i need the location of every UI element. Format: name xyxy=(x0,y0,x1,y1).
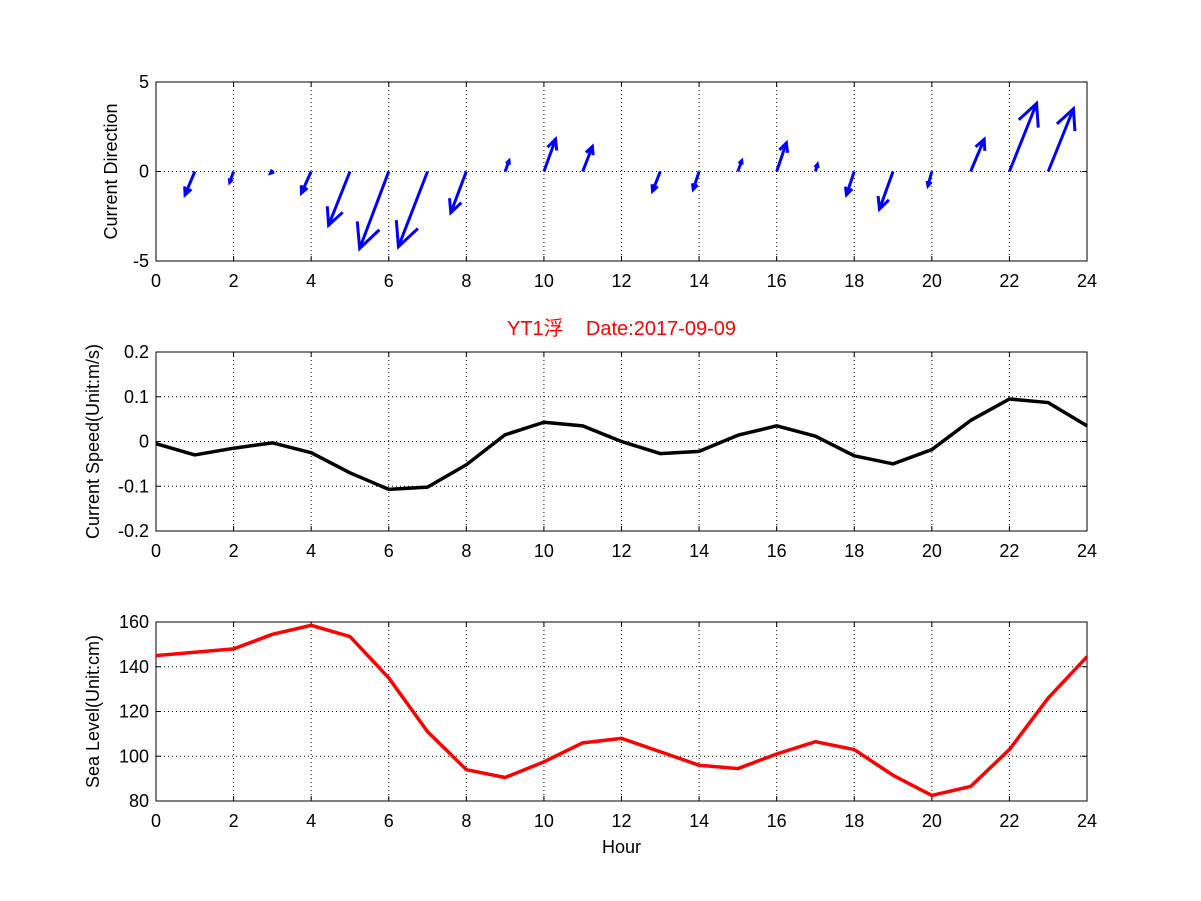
y-axis-label: Current Direction xyxy=(101,103,121,239)
current-vector-arrow xyxy=(267,169,275,176)
x-tick-label: 6 xyxy=(384,271,394,291)
x-tick-label: 16 xyxy=(767,271,787,291)
current-vector-arrow xyxy=(227,170,235,186)
x-tick-label: 6 xyxy=(384,811,394,831)
y-tick-label: 0 xyxy=(139,432,149,452)
current-vector-arrow xyxy=(925,171,934,190)
x-tick-label: 0 xyxy=(151,271,161,291)
x-tick-label: 12 xyxy=(611,541,631,561)
x-tick-label: 12 xyxy=(611,811,631,831)
series-line xyxy=(155,397,1088,492)
y-tick-label: 80 xyxy=(129,791,149,811)
current-vector-arrow xyxy=(690,171,701,193)
x-tick-label: 18 xyxy=(844,271,864,291)
current-speed-panel: 0 2 4 6 8 10 12 14 16 18 20 22 24-0.2-0.100.10.2Curr… xyxy=(83,317,1097,561)
x-tick-label: 2 xyxy=(229,271,239,291)
x-tick-label: 24 xyxy=(1077,271,1097,291)
x-tick-label: 10 xyxy=(534,271,554,291)
x-tick-label: 10 xyxy=(534,811,554,831)
y-axis-label: Current Speed(Unit:m/s) xyxy=(83,344,103,539)
x-tick-label: 8 xyxy=(461,271,471,291)
x-axis-label: Hour xyxy=(602,837,641,857)
current-vector-arrow xyxy=(299,170,313,197)
x-tick-label: 14 xyxy=(689,811,709,831)
x-tick-label: 4 xyxy=(306,541,316,561)
current-vector-arrow xyxy=(650,170,662,195)
current-vector-arrow xyxy=(969,136,987,173)
current-vector-arrow xyxy=(775,139,790,172)
x-tick-label: 0 xyxy=(151,811,161,831)
x-tick-label: 24 xyxy=(1077,541,1097,561)
y-tick-label: 0.2 xyxy=(124,342,149,362)
current-vector-arrow xyxy=(503,157,511,173)
x-tick-label: 4 xyxy=(306,271,316,291)
x-tick-label: 6 xyxy=(384,541,394,561)
current-vector-arrow xyxy=(813,161,820,172)
x-tick-label: 4 xyxy=(306,811,316,831)
current-vector-arrow xyxy=(183,170,197,198)
x-tick-label: 12 xyxy=(611,271,631,291)
current-vector-arrow xyxy=(355,170,391,252)
current-vector-arrow xyxy=(448,170,468,216)
x-tick-label: 2 xyxy=(229,811,239,831)
x-tick-label: 22 xyxy=(999,541,1019,561)
y-tick-label: -5 xyxy=(133,251,149,271)
x-tick-label: 0 xyxy=(151,541,161,561)
x-tick-label: 18 xyxy=(844,541,864,561)
current-vector-arrow xyxy=(542,136,559,173)
x-tick-label: 14 xyxy=(689,271,709,291)
y-tick-label: 160 xyxy=(119,612,149,632)
y-tick-label: 0.1 xyxy=(124,387,149,407)
x-tick-label: 10 xyxy=(534,541,554,561)
y-tick-label: -0.1 xyxy=(118,476,149,496)
x-tick-label: 16 xyxy=(767,541,787,561)
plot-area xyxy=(156,622,1087,801)
x-tick-label: 8 xyxy=(461,541,471,561)
current-vector-arrow xyxy=(843,171,856,199)
current-vector-arrow xyxy=(876,170,895,213)
series-line xyxy=(155,623,1089,798)
x-tick-label: 16 xyxy=(767,811,787,831)
x-tick-label: 20 xyxy=(922,811,942,831)
x-tick-label: 22 xyxy=(999,811,1019,831)
x-tick-label: 20 xyxy=(922,271,942,291)
current-vector-arrow xyxy=(736,157,744,173)
x-tick-label: 18 xyxy=(844,811,864,831)
current-vector-arrow xyxy=(1046,105,1077,173)
y-tick-label: 140 xyxy=(119,657,149,677)
y-axis-label: Sea Level(Unit:cm) xyxy=(83,635,103,788)
x-tick-label: 8 xyxy=(461,811,471,831)
y-tick-label: 100 xyxy=(119,746,149,766)
current-vector-arrow xyxy=(581,143,595,173)
x-tick-label: 24 xyxy=(1077,811,1097,831)
x-tick-label: 20 xyxy=(922,541,942,561)
x-tick-label: 2 xyxy=(229,541,239,561)
current-vector-arrow xyxy=(394,170,429,250)
y-tick-label: 120 xyxy=(119,702,149,722)
x-tick-label: 22 xyxy=(999,271,1019,291)
chart-title: YT1浮 Date:2017-09-09 xyxy=(507,317,736,340)
y-tick-label: 5 xyxy=(139,72,149,92)
current-vector-arrow xyxy=(325,170,352,229)
y-tick-label: -0.2 xyxy=(118,521,149,541)
y-tick-label: 0 xyxy=(139,162,149,182)
x-tick-label: 14 xyxy=(689,541,709,561)
current-vector-arrow xyxy=(1008,100,1040,173)
